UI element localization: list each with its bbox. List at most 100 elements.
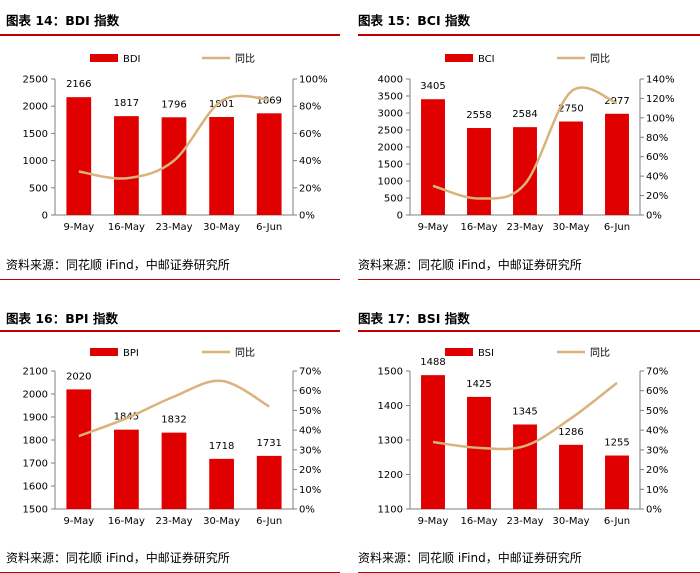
left-tick-label: 1000 — [378, 177, 403, 188]
bottom-rule — [0, 279, 340, 280]
bar-value-label: 2166 — [66, 79, 91, 90]
legend-swatch-bar — [90, 54, 118, 62]
right-tick-label: 80% — [646, 133, 668, 144]
right-tick-label: 30% — [646, 445, 668, 456]
left-tick-label: 4000 — [378, 75, 403, 86]
right-tick-label: 0% — [646, 505, 662, 516]
left-tick-label: 2500 — [23, 75, 48, 86]
chart-panel-bci: 图表 15：BCI 指数 BCI 同比 0 500 1000 1500 2000 2500 30… — [350, 0, 700, 290]
left-tick-label: 3500 — [378, 92, 403, 103]
title-rule — [0, 330, 340, 332]
bar — [66, 97, 92, 215]
left-tick-label: 2500 — [378, 126, 403, 137]
left-tick-label: 1100 — [378, 505, 403, 516]
title-rule — [358, 330, 700, 332]
right-tick-label: 20% — [299, 183, 321, 194]
bar — [559, 121, 583, 215]
bar — [161, 432, 187, 509]
x-tick-label: 16-May — [108, 222, 145, 233]
right-tick-label: 40% — [299, 426, 321, 437]
x-tick-label: 6-Jun — [604, 516, 630, 527]
left-tick-label: 2000 — [378, 143, 403, 154]
right-tick-label: 140% — [646, 75, 675, 86]
right-tick-label: 60% — [646, 152, 668, 163]
source-note: 资料来源：同花顺 iFind，中邮证券研究所 — [6, 258, 230, 272]
right-tick-label: 60% — [299, 129, 321, 140]
right-tick-label: 70% — [299, 367, 321, 378]
bar-value-label: 1731 — [256, 438, 281, 449]
chart-title: 图表 14：BDI 指数 — [6, 13, 120, 28]
left-tick-label: 1400 — [378, 401, 403, 412]
chart-title: 图表 17：BSI 指数 — [358, 311, 470, 326]
bar-value-label: 1286 — [558, 427, 583, 438]
left-tick-label: 1600 — [23, 482, 48, 493]
left-tick-label: 1500 — [378, 367, 403, 378]
bar-value-label: 2977 — [604, 96, 629, 107]
x-tick-label: 6-Jun — [604, 222, 630, 233]
bar — [513, 127, 537, 215]
bar-value-label: 1869 — [256, 95, 281, 106]
source-note: 资料来源：同花顺 iFind，中邮证券研究所 — [358, 258, 582, 272]
x-tick-label: 6-Jun — [256, 516, 282, 527]
right-tick-label: 100% — [646, 113, 675, 124]
source-note: 资料来源：同花顺 iFind，中邮证券研究所 — [358, 551, 582, 565]
x-tick-label: 6-Jun — [256, 222, 282, 233]
bar — [114, 116, 139, 215]
bar — [467, 128, 491, 215]
source-note: 资料来源：同花顺 iFind，中邮证券研究所 — [6, 551, 230, 565]
right-tick-label: 20% — [299, 465, 321, 476]
bar — [605, 113, 629, 215]
legend-label-bar: BPI — [123, 348, 139, 359]
bar-value-label: 3405 — [420, 81, 445, 92]
left-tick-label: 0 — [42, 211, 48, 222]
legend-swatch-bar — [445, 348, 473, 356]
right-tick-label: 50% — [299, 406, 321, 417]
x-tick-label: 9-May — [418, 222, 449, 233]
bar-value-label: 1817 — [114, 98, 139, 109]
title-rule — [358, 34, 700, 36]
right-tick-label: 0% — [646, 211, 662, 222]
right-tick-label: 40% — [646, 426, 668, 437]
right-tick-label: 0% — [299, 505, 315, 516]
right-tick-label: 100% — [299, 75, 328, 86]
left-tick-label: 1200 — [378, 470, 403, 481]
bar-value-label: 2750 — [558, 104, 583, 115]
bar-value-label: 2584 — [512, 109, 537, 120]
bar — [467, 396, 491, 509]
x-tick-label: 23-May — [506, 516, 543, 527]
bar — [513, 424, 537, 509]
yoy-line — [78, 379, 270, 438]
right-tick-label: 70% — [646, 367, 668, 378]
bar-value-label: 1255 — [604, 438, 629, 449]
legend-label-bar: BDI — [123, 54, 141, 65]
right-tick-label: 40% — [646, 172, 668, 183]
left-tick-label: 1800 — [23, 436, 48, 447]
right-tick-label: 50% — [646, 406, 668, 417]
bar-value-label: 1832 — [161, 415, 186, 426]
right-tick-label: 10% — [646, 485, 668, 496]
x-tick-label: 23-May — [506, 222, 543, 233]
left-tick-label: 1500 — [378, 160, 403, 171]
right-tick-label: 10% — [299, 485, 321, 496]
left-tick-label: 1500 — [23, 129, 48, 140]
left-tick-label: 1000 — [23, 156, 48, 167]
right-tick-label: 120% — [646, 94, 675, 105]
left-tick-label: 2000 — [23, 102, 48, 113]
bar-value-label: 2558 — [466, 110, 491, 121]
legend-label-line: 同比 — [235, 347, 255, 359]
bar — [256, 455, 282, 509]
right-tick-label: 0% — [299, 211, 315, 222]
bar-value-label: 2020 — [66, 371, 91, 382]
legend-swatch-bar — [445, 54, 473, 62]
legend-label-line: 同比 — [590, 53, 610, 65]
x-tick-label: 16-May — [460, 222, 497, 233]
bar — [559, 444, 583, 509]
left-tick-label: 1300 — [378, 436, 403, 447]
x-tick-label: 9-May — [418, 516, 449, 527]
left-tick-label: 1500 — [23, 505, 48, 516]
bar-value-label: 1425 — [466, 379, 491, 390]
x-tick-label: 23-May — [155, 516, 192, 527]
left-tick-label: 2000 — [23, 390, 48, 401]
bar-value-label: 1796 — [161, 99, 186, 110]
bar — [421, 99, 445, 215]
